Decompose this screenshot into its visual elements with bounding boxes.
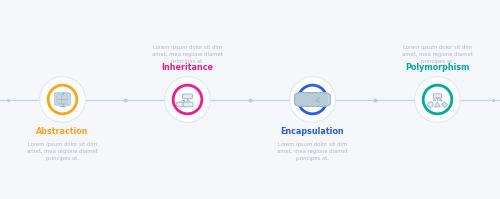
FancyBboxPatch shape — [62, 95, 68, 99]
FancyBboxPatch shape — [294, 93, 330, 106]
Polygon shape — [434, 102, 440, 107]
FancyBboxPatch shape — [434, 94, 442, 98]
Ellipse shape — [164, 77, 210, 122]
Ellipse shape — [173, 85, 202, 114]
Text: Lorem ipsum dolor sit dim
amet, mea regione diamet
principes at.: Lorem ipsum dolor sit dim amet, mea regi… — [152, 45, 223, 64]
FancyBboxPatch shape — [55, 93, 70, 105]
Ellipse shape — [40, 77, 86, 122]
FancyBboxPatch shape — [56, 99, 63, 103]
Polygon shape — [442, 102, 448, 107]
FancyBboxPatch shape — [182, 94, 192, 99]
Text: Inheritance: Inheritance — [162, 63, 214, 72]
Ellipse shape — [423, 85, 452, 114]
Ellipse shape — [48, 85, 77, 114]
FancyBboxPatch shape — [184, 102, 193, 107]
Text: Lorem ipsum dolor sit dim
amet, mea regione diamet
principes at.: Lorem ipsum dolor sit dim amet, mea regi… — [277, 142, 348, 161]
Text: Abstraction: Abstraction — [36, 127, 89, 136]
Ellipse shape — [428, 102, 433, 107]
Text: Polymorphism: Polymorphism — [406, 63, 469, 72]
Text: Lorem ipsum dolor sit dim
amet, mea regione diamet
principes at.: Lorem ipsum dolor sit dim amet, mea regi… — [402, 45, 473, 64]
FancyBboxPatch shape — [176, 102, 186, 107]
FancyBboxPatch shape — [294, 93, 328, 106]
Ellipse shape — [298, 85, 327, 114]
FancyBboxPatch shape — [56, 95, 63, 99]
FancyBboxPatch shape — [62, 99, 68, 103]
Ellipse shape — [290, 77, 336, 122]
Text: Encapsulation: Encapsulation — [280, 127, 344, 136]
Text: Lorem ipsum dolor sit dim
amet, mea regione diamet
principes at.: Lorem ipsum dolor sit dim amet, mea regi… — [27, 142, 98, 161]
Ellipse shape — [414, 77, 461, 122]
